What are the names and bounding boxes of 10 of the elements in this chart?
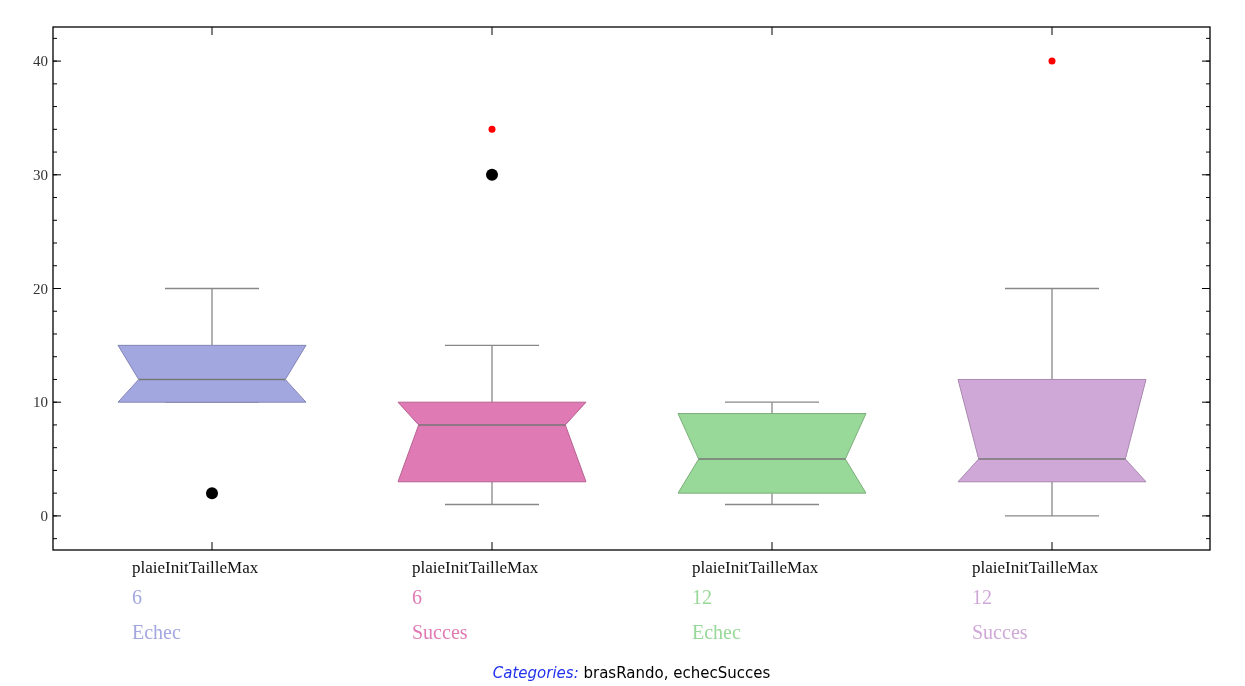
y-tick-label: 30 [33,167,48,184]
x-tick-label: plaieInitTailleMax 12 Succes [972,558,1099,643]
y-tick-label: 20 [33,280,48,297]
y-tick-label: 40 [33,53,48,70]
y-tick-label: 0 [40,508,48,525]
x-tick-label: plaieInitTailleMax 12 Echec [692,558,819,643]
text: Categories: brasRando, echecSucces [492,664,771,682]
x-tick-label: plaieInitTailleMax 6 Succes [412,558,539,643]
x-tick-label: plaieInitTailleMax 6 Echec [132,558,259,643]
y-tick-label: 10 [33,394,48,411]
